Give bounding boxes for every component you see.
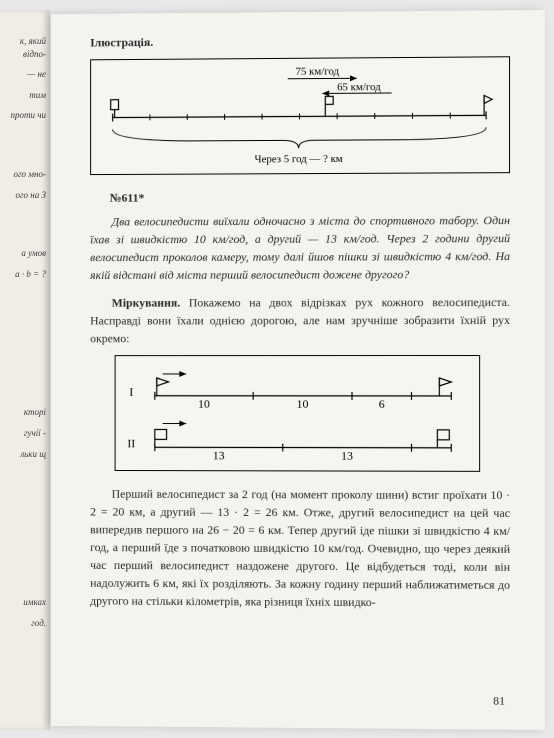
svg-text:10: 10 xyxy=(198,397,210,411)
problem-number: №611* xyxy=(110,187,510,207)
svg-text:13: 13 xyxy=(341,449,353,463)
problem-text: Два велосипедисти виїхали одночасно з мі… xyxy=(90,211,510,284)
prev-text: проти чи xyxy=(2,109,46,122)
prev-text: имках xyxy=(2,596,46,609)
prev-text: год. xyxy=(2,617,46,630)
prev-text: кторі xyxy=(2,406,46,419)
reasoning-diagram: I 10 10 6 II 13 xyxy=(115,355,481,472)
row2-label: II xyxy=(127,436,135,450)
reasoning-para2: Перший велосипедист за 2 год (на момент … xyxy=(90,485,510,612)
prev-text: а умов xyxy=(2,247,46,260)
row1-label: I xyxy=(129,385,133,399)
svg-text:13: 13 xyxy=(213,448,225,462)
reasoning-para1: Міркування. Покажемо на двох відрізках р… xyxy=(90,293,510,347)
illustration-title: Ілюстрація. xyxy=(90,30,510,51)
prev-text: к, який відпо- xyxy=(2,35,46,60)
speed1-label: 75 км/год xyxy=(296,65,340,77)
reasoning-label: Міркування. xyxy=(112,296,181,310)
prev-text: льки щ xyxy=(2,448,46,461)
illustration-diagram: 75 км/год 65 км/год xyxy=(90,56,510,175)
prev-text: тим xyxy=(2,89,46,102)
page-number: 81 xyxy=(493,692,505,710)
svg-text:6: 6 xyxy=(379,397,385,411)
page-content: Ілюстрація. 75 км/год 65 км/год xyxy=(51,10,545,730)
previous-page-fragment: к, який відпо- — не тим проти чи ого мно… xyxy=(0,10,50,730)
prev-text: ого мно- xyxy=(2,168,46,181)
bottom-label: Через 5 год — ? км xyxy=(255,153,343,165)
prev-text: — не xyxy=(2,68,46,81)
svg-text:10: 10 xyxy=(297,397,309,411)
speed2-label: 65 км/год xyxy=(337,81,381,93)
prev-text: ого на 3 xyxy=(2,189,46,202)
prev-text: a · b = ? xyxy=(2,268,46,281)
prev-text: гучії - xyxy=(2,427,46,440)
